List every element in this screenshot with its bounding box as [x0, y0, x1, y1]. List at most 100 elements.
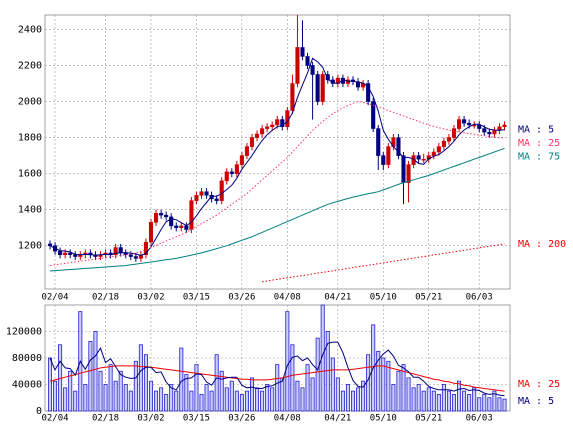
x-tick-label: 03/15: [183, 414, 210, 424]
volume-bar: [290, 344, 295, 412]
volume-bar: [406, 377, 411, 412]
candle-body: [502, 124, 507, 128]
y-tick-label: 40000: [12, 380, 42, 391]
volume-bar: [174, 390, 179, 412]
volume-bar: [249, 377, 254, 412]
candle-body: [376, 128, 381, 156]
volume-bar: [234, 390, 239, 412]
candle-body: [270, 124, 275, 128]
candle-body: [345, 79, 350, 84]
y-tick-label: 120000: [6, 327, 42, 338]
volume-bar: [199, 394, 204, 412]
volume-bar: [497, 397, 502, 412]
x-tick-label: 02/04: [41, 293, 68, 303]
volume-bar: [184, 374, 189, 412]
candle-body: [366, 83, 371, 102]
volume-bar: [462, 390, 467, 412]
volume-bar: [209, 390, 214, 412]
candle-body: [457, 119, 462, 129]
volume-bar: [492, 390, 497, 412]
x-tick-label: 05/10: [370, 293, 397, 303]
volume-bar: [260, 390, 265, 412]
candle-body: [184, 225, 189, 230]
volume-bar: [401, 364, 406, 412]
candle-body: [436, 146, 441, 153]
x-tick-label: 03/26: [228, 293, 255, 303]
volume-bar: [103, 384, 108, 412]
volume-bar: [280, 377, 285, 412]
candle-body: [234, 164, 239, 174]
volume-bar: [335, 377, 340, 412]
volume-bar: [482, 394, 487, 412]
volume-bar: [164, 394, 169, 412]
x-tick-label: 04/08: [274, 414, 301, 424]
ma-line: [49, 341, 505, 397]
candle-body: [239, 155, 244, 165]
volume-bar: [295, 380, 300, 412]
volume-bar: [224, 387, 229, 412]
x-tick-label: 05/21: [415, 293, 442, 303]
candle-body: [421, 158, 426, 161]
x-tick-label: 06/03: [466, 414, 493, 424]
legend-label: MA : 5: [518, 125, 554, 136]
legend-label: MA : 200: [518, 239, 566, 250]
volume-bar: [179, 347, 184, 412]
candle-body: [58, 250, 63, 255]
volume-bar: [502, 398, 507, 412]
volume-bar: [457, 380, 462, 412]
volume-bar: [361, 380, 366, 412]
legend-label: MA : 25: [518, 138, 560, 149]
x-tick-label: 02/18: [92, 414, 119, 424]
candle-body: [386, 146, 391, 165]
x-tick-label: 02/04: [41, 414, 68, 424]
candle-body: [401, 155, 406, 183]
candle-body: [371, 101, 376, 129]
y-tick-label: 1200: [18, 241, 42, 252]
volume-bar: [194, 364, 199, 412]
y-tick-label: 1400: [18, 205, 42, 216]
volume-bar: [487, 397, 492, 412]
candle-body: [492, 130, 497, 135]
volume-bar: [219, 370, 224, 412]
volume-bar: [386, 360, 391, 412]
candle-body: [148, 222, 154, 243]
volume-bar: [472, 387, 477, 412]
volume-bar: [446, 390, 451, 412]
x-tick-label: 03/02: [137, 293, 164, 303]
volume-bar: [305, 364, 310, 412]
y-tick-label: 2200: [18, 60, 42, 71]
candle-body: [487, 131, 492, 135]
volume-bar: [73, 390, 78, 412]
candle-body: [416, 155, 421, 160]
volume-bar: [83, 384, 88, 412]
volume-bar: [411, 387, 416, 412]
volume-bar: [159, 387, 164, 412]
volume-bar: [300, 387, 305, 412]
volume-bar: [53, 380, 58, 412]
candle-body: [305, 56, 310, 66]
volume-bar: [436, 394, 441, 412]
candle-body: [174, 225, 179, 228]
y-tick-label: 80000: [12, 353, 42, 364]
volume-bar: [376, 350, 381, 412]
volume-bar: [350, 390, 355, 412]
candle-body: [73, 254, 78, 257]
volume-bar: [391, 384, 396, 412]
candle-body: [164, 214, 169, 218]
candle-body: [310, 65, 315, 75]
candle-body: [133, 256, 138, 259]
volume-bar: [416, 384, 421, 412]
x-tick-label: 03/26: [228, 414, 255, 424]
candle-body: [189, 200, 194, 230]
volume-bar: [63, 387, 68, 412]
ma-line: [49, 57, 505, 257]
candle-body: [462, 119, 467, 124]
candle-body: [260, 128, 265, 135]
candle-body: [138, 254, 143, 259]
ma-line: [49, 365, 505, 392]
candle-body: [224, 171, 229, 182]
candle-body: [229, 171, 234, 174]
candle-body: [477, 124, 482, 129]
x-tick-label: 05/21: [415, 414, 442, 424]
